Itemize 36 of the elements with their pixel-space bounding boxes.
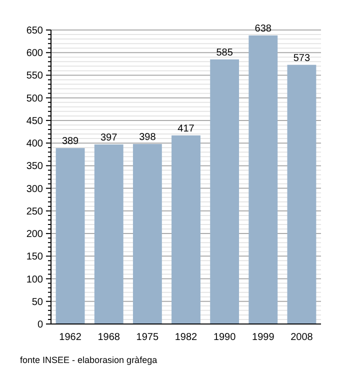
y-tick-label: 50 [32,296,44,308]
data-label: 417 [178,123,195,134]
x-tick-label: 1999 [252,332,275,343]
y-tick-label: 350 [26,161,44,172]
data-label: 573 [293,52,310,64]
x-tick-label: 1968 [98,332,120,343]
data-label: 397 [100,132,118,144]
x-tick-label: 1975 [136,332,159,343]
data-label: 389 [62,136,80,148]
bar [287,64,316,324]
y-tick-label: 250 [26,206,44,218]
bar [248,35,278,324]
y-tick-label: 150 [26,252,44,263]
y-tick-label: 300 [26,184,44,195]
y-tick-label: 400 [26,138,44,150]
y-tick-label: 200 [26,229,44,240]
data-label: 585 [216,47,234,58]
bar [172,135,200,324]
y-tick-label: 100 [26,274,44,286]
x-tick-label: 1990 [213,332,236,343]
bar [132,144,162,324]
y-tick-label: 450 [26,116,44,127]
y-tick-label: 500 [26,93,44,104]
y-tick-label: 550 [26,70,44,82]
bar [210,59,240,324]
source-note: fonte INSEE - elaborasion gràfega [20,355,158,365]
x-tick-label: 1982 [174,332,198,343]
y-tick-label: 600 [26,48,44,60]
x-tick-label: 2008 [290,332,314,343]
bar [94,144,124,324]
data-label: 638 [254,23,272,34]
y-tick-label: 650 [26,26,44,36]
x-tick-label: 1962 [59,332,82,343]
bar [56,148,85,324]
data-label: 398 [139,132,156,143]
y-tick-label: 0 [37,320,44,330]
